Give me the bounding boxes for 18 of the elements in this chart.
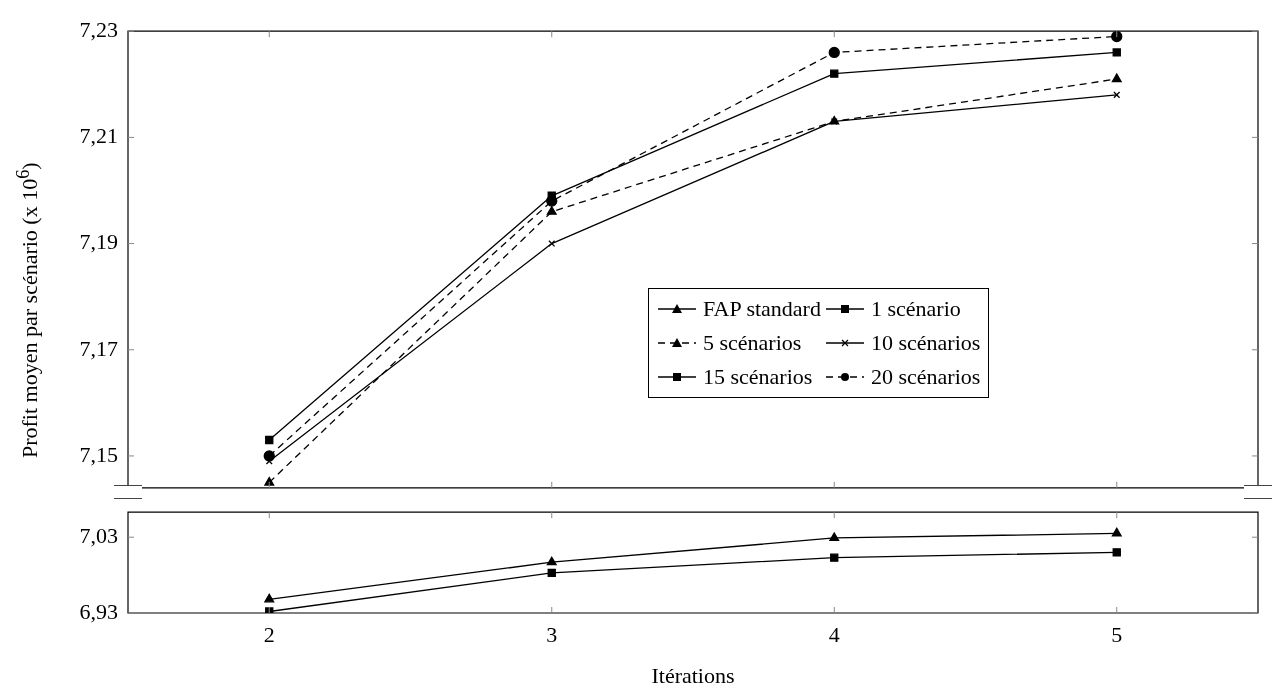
y-tick-label: 7,17: [79, 335, 118, 361]
legend-label: 15 scénarios: [703, 363, 813, 391]
y-tick-label: 7,03: [79, 522, 118, 548]
y-tick-label: 7,19: [79, 229, 118, 255]
legend-label: 10 scénarios: [870, 329, 981, 357]
x-tick-label: 3: [546, 621, 558, 647]
y-tick-label: 7,21: [79, 123, 118, 149]
x-tick-label: 5: [1111, 621, 1123, 647]
legend-label: 20 scénarios: [870, 363, 981, 391]
x-axis-title: Itérations: [651, 662, 735, 688]
x-tick-label: 4: [828, 621, 840, 647]
y-tick-label: 7,15: [79, 441, 118, 467]
x-tick-label: 2: [263, 621, 275, 647]
legend-label: 5 scénarios: [703, 329, 802, 357]
legend-label: FAP standard: [703, 295, 821, 323]
legend-label: 1 scénario: [870, 295, 961, 323]
y-tick-label: 7,23: [79, 16, 118, 42]
y-tick-label: 6,93: [79, 598, 118, 624]
